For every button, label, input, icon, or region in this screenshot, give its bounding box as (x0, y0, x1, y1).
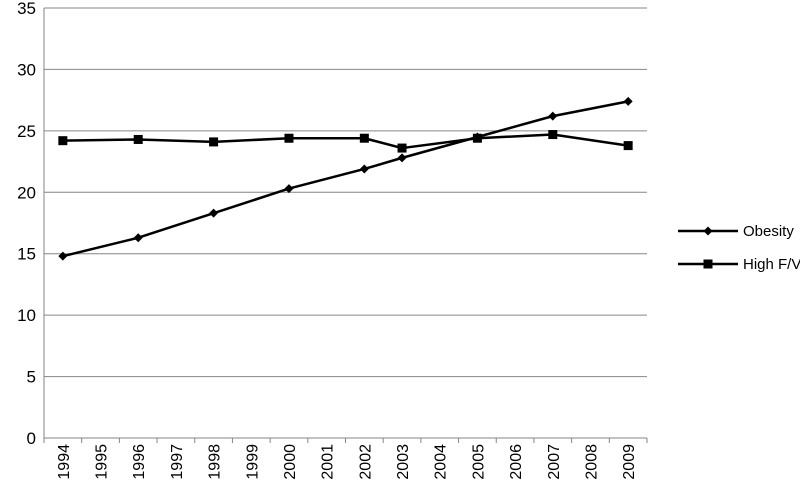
point-high-f-v-1998 (209, 137, 219, 147)
point-obesity-2002 (359, 164, 369, 174)
x-tick-label-2007: 2007 (546, 444, 563, 480)
gridlines (44, 7, 647, 378)
x-tick-label-2004: 2004 (433, 444, 450, 480)
legend-label-obesity: Obesity (743, 223, 794, 240)
x-tick-label-2003: 2003 (395, 444, 412, 480)
x-tick-label-2002: 2002 (357, 444, 374, 480)
point-high-f-v-2003 (397, 143, 407, 153)
point-high-f-v-2009 (623, 141, 633, 151)
x-tick-label-2009: 2009 (621, 444, 638, 480)
x-tick-label-1994: 1994 (56, 444, 73, 480)
axes (43, 8, 648, 443)
point-high-f-v-1996 (133, 134, 143, 144)
point-obesity-1998 (209, 208, 219, 218)
y-tick-label-35: 35 (17, 0, 36, 18)
point-high-f-v-2005 (472, 133, 482, 143)
x-tick-label-2000: 2000 (282, 444, 299, 480)
point-high-f-v-2002 (359, 133, 369, 143)
x-tick-label-1996: 1996 (131, 444, 148, 480)
series-line-obesity (62, 100, 629, 258)
x-tick-label-1997: 1997 (169, 444, 186, 480)
legend-marker-high-f-v (703, 259, 713, 269)
series-layer (58, 96, 633, 261)
y-tick-label-5: 5 (27, 368, 36, 387)
x-tick-label-2006: 2006 (508, 444, 525, 480)
point-high-f-v-2007 (548, 130, 558, 140)
y-axis-tick-labels: 0 5 10 15 20 25 30 35 (17, 0, 36, 448)
point-high-f-v-1994 (58, 136, 68, 146)
x-tick-label-1995: 1995 (94, 444, 111, 480)
point-high-f-v-2000 (284, 133, 294, 143)
x-tick-label-1999: 1999 (244, 444, 261, 480)
point-obesity-2003 (397, 153, 407, 163)
y-tick-label-0: 0 (27, 429, 36, 448)
y-tick-label-20: 20 (17, 183, 36, 202)
series-line-high-f-v (62, 133, 629, 150)
x-axis-tick-labels: 1994 1995 1996 1997 1998 1999 2000 2001 2002 2003… (56, 444, 638, 480)
y-tick-label-30: 30 (17, 60, 36, 79)
point-obesity-1994 (58, 251, 68, 261)
x-tick-label-2008: 2008 (583, 444, 600, 480)
legend-label-high-f-v: High F/V (743, 256, 800, 273)
y-tick-label-25: 25 (17, 122, 36, 141)
legend-marker-obesity (703, 226, 713, 236)
point-obesity-2009 (623, 96, 633, 106)
point-obesity-2007 (548, 111, 558, 121)
x-tick-label-2005: 2005 (470, 444, 487, 480)
y-tick-label-10: 10 (17, 306, 36, 325)
legend: Obesity High F/V (678, 223, 800, 273)
point-obesity-2000 (284, 184, 294, 194)
y-tick-label-15: 15 (17, 245, 36, 264)
point-obesity-1996 (133, 233, 143, 243)
x-tick-label-2001: 2001 (320, 444, 337, 480)
x-tick-label-1998: 1998 (207, 444, 224, 480)
